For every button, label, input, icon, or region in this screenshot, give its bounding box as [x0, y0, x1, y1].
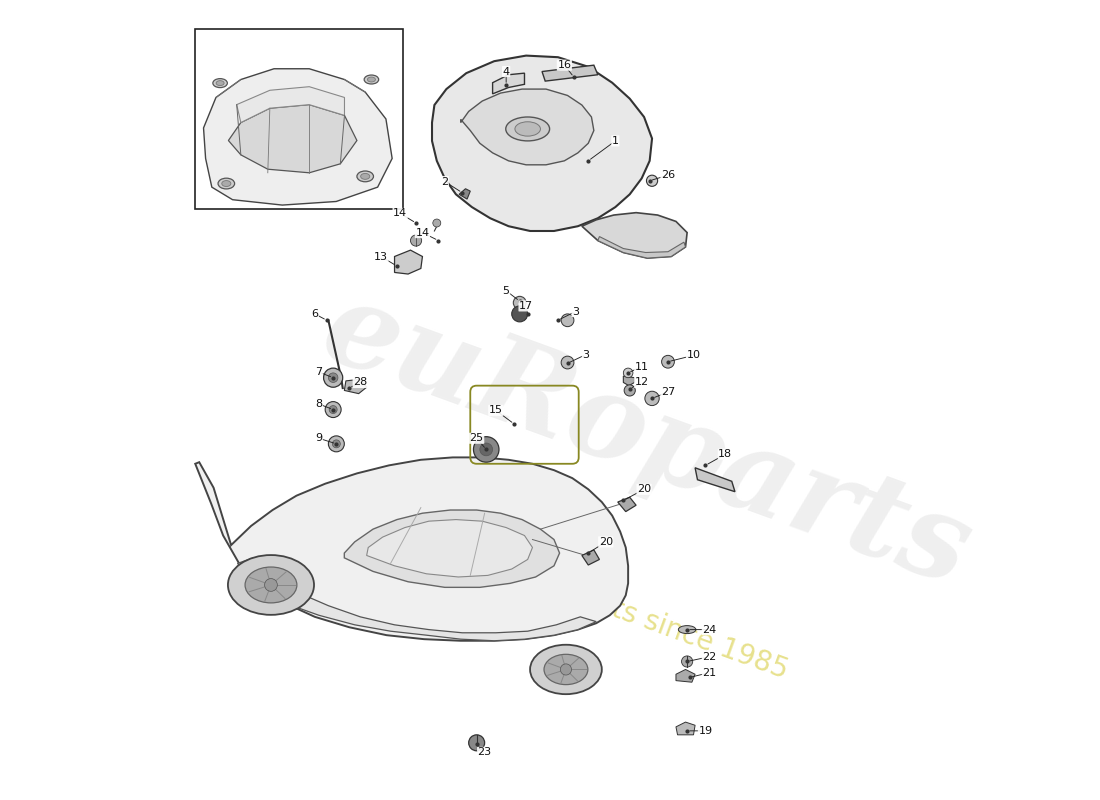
- Text: 20: 20: [637, 484, 651, 494]
- Text: 24: 24: [702, 625, 716, 634]
- Text: a passion for parts since 1985: a passion for parts since 1985: [388, 514, 792, 684]
- Circle shape: [561, 314, 574, 326]
- Ellipse shape: [216, 81, 224, 86]
- Text: 10: 10: [686, 350, 701, 360]
- Text: 3: 3: [582, 350, 590, 359]
- Polygon shape: [582, 213, 688, 258]
- Polygon shape: [236, 86, 344, 122]
- Circle shape: [561, 356, 574, 369]
- Ellipse shape: [213, 78, 228, 87]
- Polygon shape: [461, 89, 594, 165]
- Circle shape: [645, 391, 659, 406]
- Circle shape: [661, 355, 674, 368]
- Polygon shape: [238, 558, 596, 641]
- Ellipse shape: [356, 171, 374, 182]
- Text: 18: 18: [718, 450, 733, 459]
- Circle shape: [647, 175, 658, 186]
- Text: euRoparts: euRoparts: [307, 270, 984, 610]
- Polygon shape: [395, 250, 422, 274]
- Text: 2: 2: [441, 177, 449, 186]
- Ellipse shape: [530, 645, 602, 694]
- Text: 1: 1: [612, 136, 619, 146]
- Ellipse shape: [364, 75, 378, 84]
- Circle shape: [323, 368, 343, 387]
- Polygon shape: [542, 65, 597, 81]
- Text: 5: 5: [503, 286, 509, 296]
- Text: 11: 11: [635, 362, 649, 371]
- Text: 20: 20: [598, 537, 613, 547]
- Ellipse shape: [544, 654, 587, 685]
- Ellipse shape: [367, 77, 375, 82]
- Text: 16: 16: [558, 60, 571, 70]
- Polygon shape: [493, 73, 525, 94]
- Text: 13: 13: [374, 251, 388, 262]
- Circle shape: [624, 385, 636, 396]
- Polygon shape: [618, 498, 636, 512]
- Polygon shape: [344, 379, 366, 394]
- Text: 7: 7: [316, 367, 322, 377]
- Polygon shape: [432, 56, 652, 231]
- Ellipse shape: [218, 178, 234, 189]
- Polygon shape: [366, 519, 532, 577]
- Text: 17: 17: [519, 301, 534, 311]
- Circle shape: [473, 437, 499, 462]
- Text: 4: 4: [503, 66, 509, 77]
- Polygon shape: [344, 510, 560, 587]
- Circle shape: [329, 406, 337, 414]
- Polygon shape: [676, 722, 695, 735]
- Circle shape: [512, 306, 528, 322]
- Polygon shape: [204, 69, 392, 205]
- Text: 3: 3: [572, 306, 579, 317]
- Polygon shape: [229, 105, 356, 173]
- Circle shape: [329, 373, 338, 382]
- Text: 28: 28: [353, 378, 367, 387]
- Ellipse shape: [506, 117, 550, 141]
- Polygon shape: [695, 468, 735, 492]
- Text: 27: 27: [661, 387, 675, 397]
- Circle shape: [332, 440, 340, 448]
- Polygon shape: [597, 237, 685, 258]
- Polygon shape: [676, 670, 695, 682]
- Circle shape: [560, 664, 572, 675]
- Circle shape: [624, 368, 632, 378]
- Text: 21: 21: [703, 668, 716, 678]
- Ellipse shape: [679, 626, 696, 634]
- Circle shape: [682, 656, 693, 667]
- Circle shape: [410, 235, 421, 246]
- Circle shape: [326, 402, 341, 418]
- Text: 9: 9: [316, 434, 322, 443]
- Ellipse shape: [361, 174, 370, 179]
- Polygon shape: [459, 189, 471, 199]
- Circle shape: [469, 735, 485, 750]
- Text: 6: 6: [311, 309, 318, 319]
- Text: 26: 26: [661, 170, 675, 180]
- Ellipse shape: [222, 181, 231, 186]
- Text: 12: 12: [635, 378, 649, 387]
- Polygon shape: [582, 550, 600, 565]
- Text: 19: 19: [698, 726, 713, 736]
- Ellipse shape: [245, 567, 297, 603]
- Ellipse shape: [228, 555, 314, 615]
- Text: 22: 22: [702, 652, 716, 662]
- Circle shape: [265, 578, 277, 591]
- Text: 15: 15: [488, 406, 503, 415]
- Polygon shape: [624, 376, 635, 386]
- Text: 14: 14: [393, 209, 407, 218]
- Text: 25: 25: [470, 434, 484, 443]
- Circle shape: [514, 296, 526, 309]
- Text: 23: 23: [477, 747, 492, 758]
- Ellipse shape: [515, 122, 540, 136]
- Polygon shape: [195, 458, 628, 641]
- Circle shape: [432, 219, 441, 227]
- Text: 8: 8: [316, 399, 322, 409]
- Circle shape: [329, 436, 344, 452]
- Circle shape: [480, 443, 493, 456]
- Text: 14: 14: [416, 227, 429, 238]
- FancyBboxPatch shape: [195, 30, 403, 209]
